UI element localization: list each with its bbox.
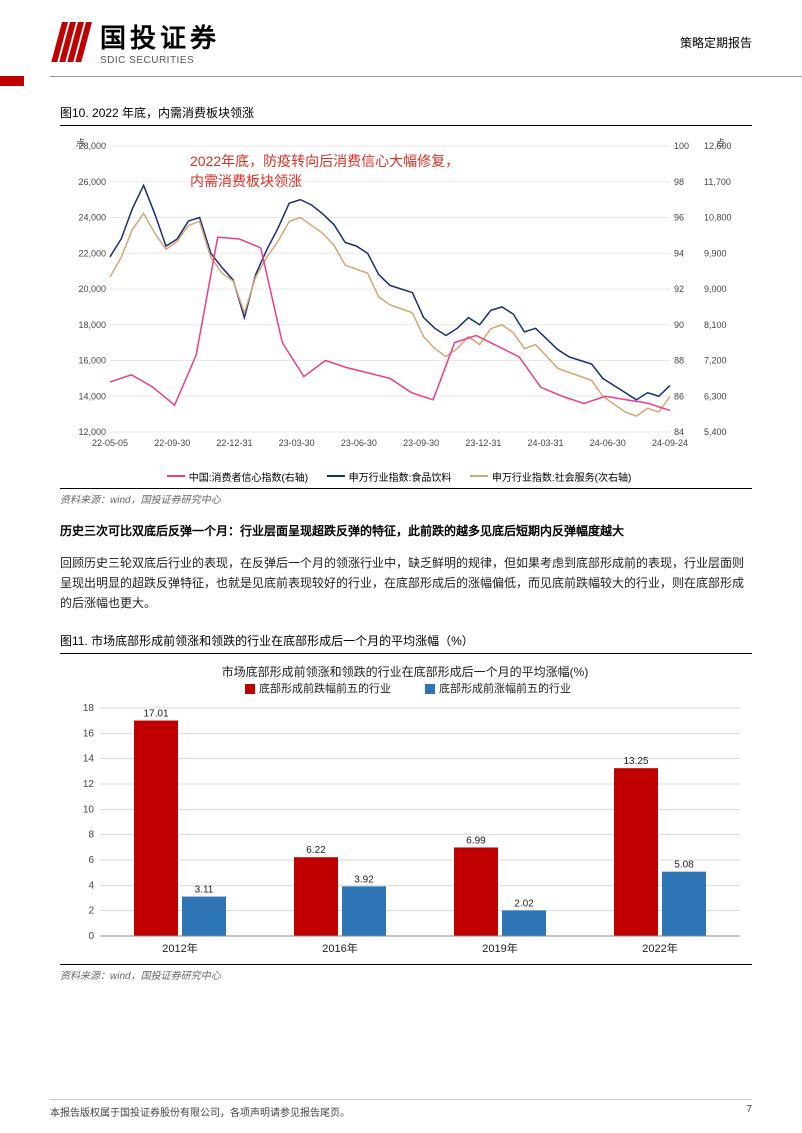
svg-text:2022年: 2022年 — [642, 941, 677, 955]
svg-text:2: 2 — [88, 905, 94, 916]
svg-text:2.02: 2.02 — [514, 898, 534, 909]
fig11-source: 资料来源：wind，国投证券研究中心 — [60, 967, 752, 982]
fig10-legend-consumer: 中国:消费者信心指数(右轴) — [167, 469, 308, 484]
svg-text:16,000: 16,000 — [78, 356, 106, 366]
svg-text:13.25: 13.25 — [623, 756, 648, 767]
svg-text:12,000: 12,000 — [78, 427, 106, 437]
fig10-source: 资料来源：wind，国投证券研究中心 — [60, 491, 752, 506]
svg-text:7,200: 7,200 — [704, 356, 727, 366]
svg-text:12: 12 — [83, 779, 95, 790]
svg-text:点: 点 — [716, 138, 725, 148]
svg-text:18,000: 18,000 — [78, 320, 106, 330]
svg-text:22-05-05: 22-05-05 — [92, 438, 128, 448]
svg-text:内需消费板块领涨: 内需消费板块领涨 — [190, 173, 302, 189]
svg-text:14: 14 — [83, 753, 95, 764]
svg-text:2019年: 2019年 — [482, 941, 517, 955]
report-type: 策略定期报告 — [680, 34, 752, 51]
logo: 国投证券 SDIC SECURITIES — [50, 18, 220, 66]
svg-text:8,100: 8,100 — [704, 320, 727, 330]
svg-text:23-06-30: 23-06-30 — [341, 438, 377, 448]
svg-text:点: 点 — [76, 138, 85, 148]
svg-text:10: 10 — [83, 804, 95, 815]
svg-text:22-12-31: 22-12-31 — [216, 438, 252, 448]
fig10-chart-wrap: 12,000 14,000 16,000 18,000 20,000 22,000 24,0… — [60, 125, 752, 489]
svg-text:9,900: 9,900 — [704, 248, 727, 258]
svg-text:24,000: 24,000 — [78, 213, 106, 223]
svg-text:23-12-31: 23-12-31 — [465, 438, 501, 448]
svg-text:92: 92 — [674, 284, 684, 294]
svg-text:26,000: 26,000 — [78, 177, 106, 187]
svg-text:4: 4 — [88, 880, 94, 891]
svg-text:底部形成前涨幅前五的行业: 底部形成前涨幅前五的行业 — [439, 681, 571, 695]
page-number: 7 — [746, 1104, 752, 1119]
svg-text:18: 18 — [83, 703, 95, 714]
svg-text:20,000: 20,000 — [78, 284, 106, 294]
logo-text-en: SDIC SECURITIES — [100, 55, 220, 66]
svg-text:24-09-24: 24-09-24 — [652, 438, 688, 448]
svg-text:2022年底，防疫转向后消费信心大幅修复，: 2022年底，防疫转向后消费信心大幅修复， — [190, 153, 459, 169]
logo-text-cn: 国投证券 — [100, 18, 220, 55]
fig10-legend-food: 申万行业指数:食品饮料 — [327, 469, 452, 484]
svg-text:6.22: 6.22 — [306, 845, 326, 856]
svg-text:23-09-30: 23-09-30 — [403, 438, 439, 448]
svg-text:市场底部形成前领涨和领跌的行业在底部形成后一个月的平均涨幅(: 市场底部形成前领涨和领跌的行业在底部形成后一个月的平均涨幅(%) — [222, 664, 589, 679]
page-header: 国投证券 SDIC SECURITIES 策略定期报告 — [0, 0, 802, 76]
svg-text:24-06-30: 24-06-30 — [590, 438, 626, 448]
fig11-bar-chart: 市场底部形成前领涨和领跌的行业在底部形成后一个月的平均涨幅(%) 底部形成前跌幅前… — [60, 660, 750, 960]
svg-text:9,000: 9,000 — [704, 284, 727, 294]
svg-text:3.92: 3.92 — [354, 874, 374, 885]
svg-text:5.08: 5.08 — [674, 859, 694, 870]
svg-text:23-03-30: 23-03-30 — [279, 438, 315, 448]
svg-text:22-09-30: 22-09-30 — [154, 438, 190, 448]
svg-text:6.99: 6.99 — [466, 835, 486, 846]
svg-text:11,700: 11,700 — [704, 177, 731, 187]
svg-text:96: 96 — [674, 213, 684, 223]
svg-text:22,000: 22,000 — [78, 248, 106, 258]
svg-text:17.01: 17.01 — [143, 708, 168, 719]
fig10-line-chart: 12,000 14,000 16,000 18,000 20,000 22,000 24,0… — [60, 132, 750, 462]
svg-text:6: 6 — [88, 855, 94, 866]
fig10-legend-social: 申万行业指数:社会服务(次右轴) — [470, 469, 631, 484]
footer-text: 本报告版权属于国投证券股份有限公司，各项声明请参见报告尾页。 — [50, 1104, 350, 1119]
svg-text:8: 8 — [88, 829, 94, 840]
svg-text:90: 90 — [674, 320, 684, 330]
fig11-title: 图11. 市场底部形成前领涨和领跌的行业在底部形成后一个月的平均涨幅（%） — [60, 632, 752, 649]
svg-text:86: 86 — [674, 391, 684, 401]
section-title: 历史三次可比双底后反弹一个月：行业层面呈现超跌反弹的特征，此前跌的越多见底后短期… — [60, 522, 752, 539]
logo-icon — [50, 22, 94, 62]
svg-text:3.11: 3.11 — [195, 884, 214, 895]
section-body: 回顾历史三轮双底后行业的表现，在反弹后一个月的领涨行业中，缺乏鲜明的规律，但如果… — [60, 553, 752, 614]
fig11-chart-wrap: 市场底部形成前领涨和领跌的行业在底部形成后一个月的平均涨幅(%) 底部形成前跌幅前… — [60, 653, 752, 965]
svg-text:0: 0 — [88, 931, 94, 942]
svg-text:2016年: 2016年 — [322, 941, 357, 955]
svg-text:6,300: 6,300 — [704, 391, 727, 401]
svg-text:16: 16 — [83, 728, 95, 739]
svg-text:5,400: 5,400 — [704, 427, 727, 437]
svg-text:84: 84 — [674, 427, 684, 437]
svg-text:10,800: 10,800 — [704, 213, 732, 223]
svg-text:14,000: 14,000 — [78, 391, 106, 401]
svg-text:100: 100 — [674, 141, 689, 151]
svg-text:2012年: 2012年 — [162, 941, 197, 955]
fig10-title: 图10. 2022 年底，内需消费板块领涨 — [60, 104, 752, 121]
svg-text:98: 98 — [674, 177, 684, 187]
page-footer: 本报告版权属于国投证券股份有限公司，各项声明请参见报告尾页。 7 — [50, 1099, 752, 1119]
fig10-legend: 中国:消费者信心指数(右轴) 申万行业指数:食品饮料 申万行业指数:社会服务(次… — [60, 462, 752, 484]
svg-text:底部形成前跌幅前五的行业: 底部形成前跌幅前五的行业 — [259, 681, 391, 695]
svg-text:24-03-31: 24-03-31 — [528, 438, 564, 448]
svg-text:88: 88 — [674, 356, 684, 366]
svg-text:94: 94 — [674, 248, 684, 258]
